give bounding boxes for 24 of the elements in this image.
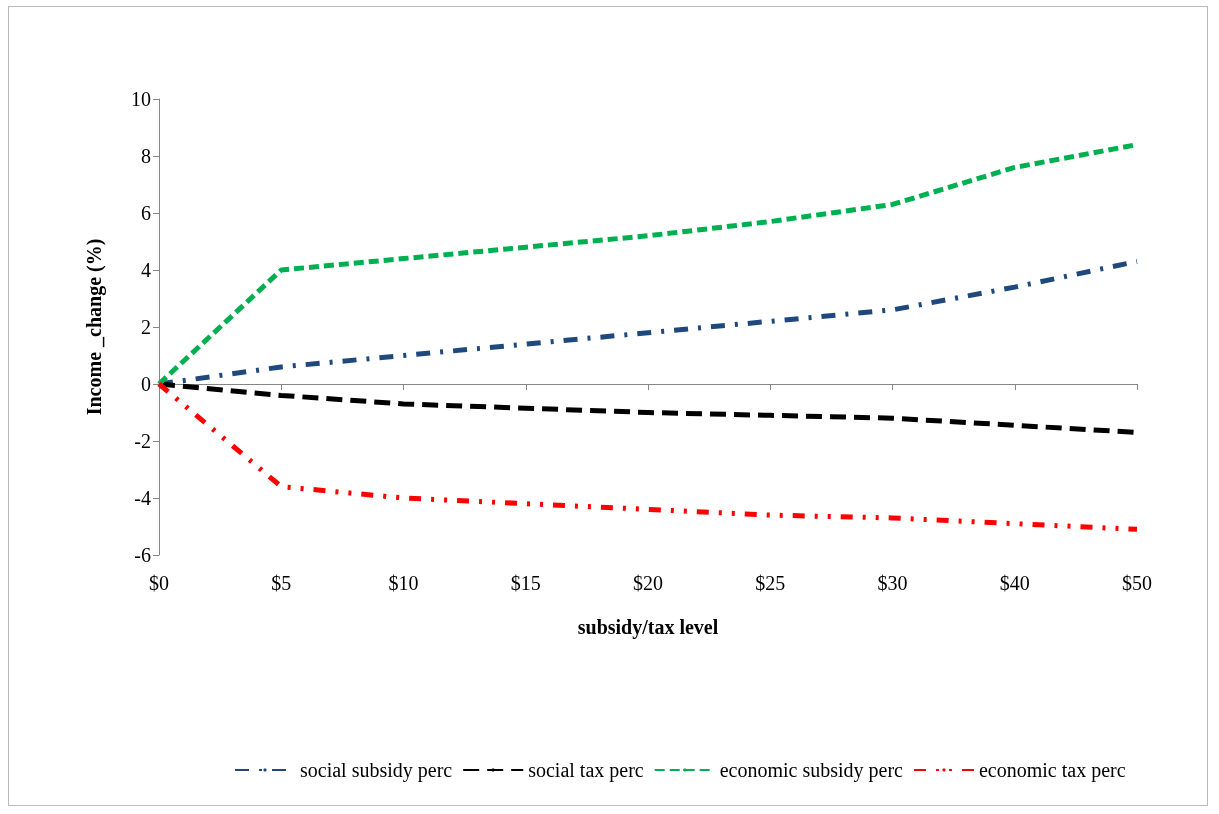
y-tick-label: 2 xyxy=(141,316,151,338)
x-tick-label: $0 xyxy=(149,572,169,594)
x-tick-label: $20 xyxy=(633,572,663,594)
y-tick-label: -2 xyxy=(134,430,151,452)
x-tick-label: $50 xyxy=(1122,572,1152,594)
y-tick-label: 4 xyxy=(141,259,151,281)
x-tick-label: $40 xyxy=(999,572,1030,594)
y-tick-label: -4 xyxy=(134,487,151,509)
legend-label: social subsidy perc xyxy=(300,759,453,782)
legend-label: economic tax perc xyxy=(978,759,1126,782)
x-tick-label: $30 xyxy=(877,572,908,594)
legend-label: economic subsidy perc xyxy=(719,759,904,782)
y-tick-label: 0 xyxy=(141,373,151,395)
legend-label: social tax perc xyxy=(528,759,644,782)
y-tick-label: 8 xyxy=(141,145,151,167)
x-axis-title: subsidy/tax level xyxy=(577,616,719,639)
y-axis-title: Income _change (%) xyxy=(83,238,106,416)
y-tick-label: 10 xyxy=(131,88,151,110)
y-tick-label: -6 xyxy=(134,544,151,566)
x-tick-label: $15 xyxy=(510,572,541,594)
x-tick-label: $25 xyxy=(755,572,786,594)
x-tick-label: $10 xyxy=(388,572,419,594)
y-tick-label: 6 xyxy=(141,202,151,224)
x-tick-label: $5 xyxy=(271,572,292,594)
